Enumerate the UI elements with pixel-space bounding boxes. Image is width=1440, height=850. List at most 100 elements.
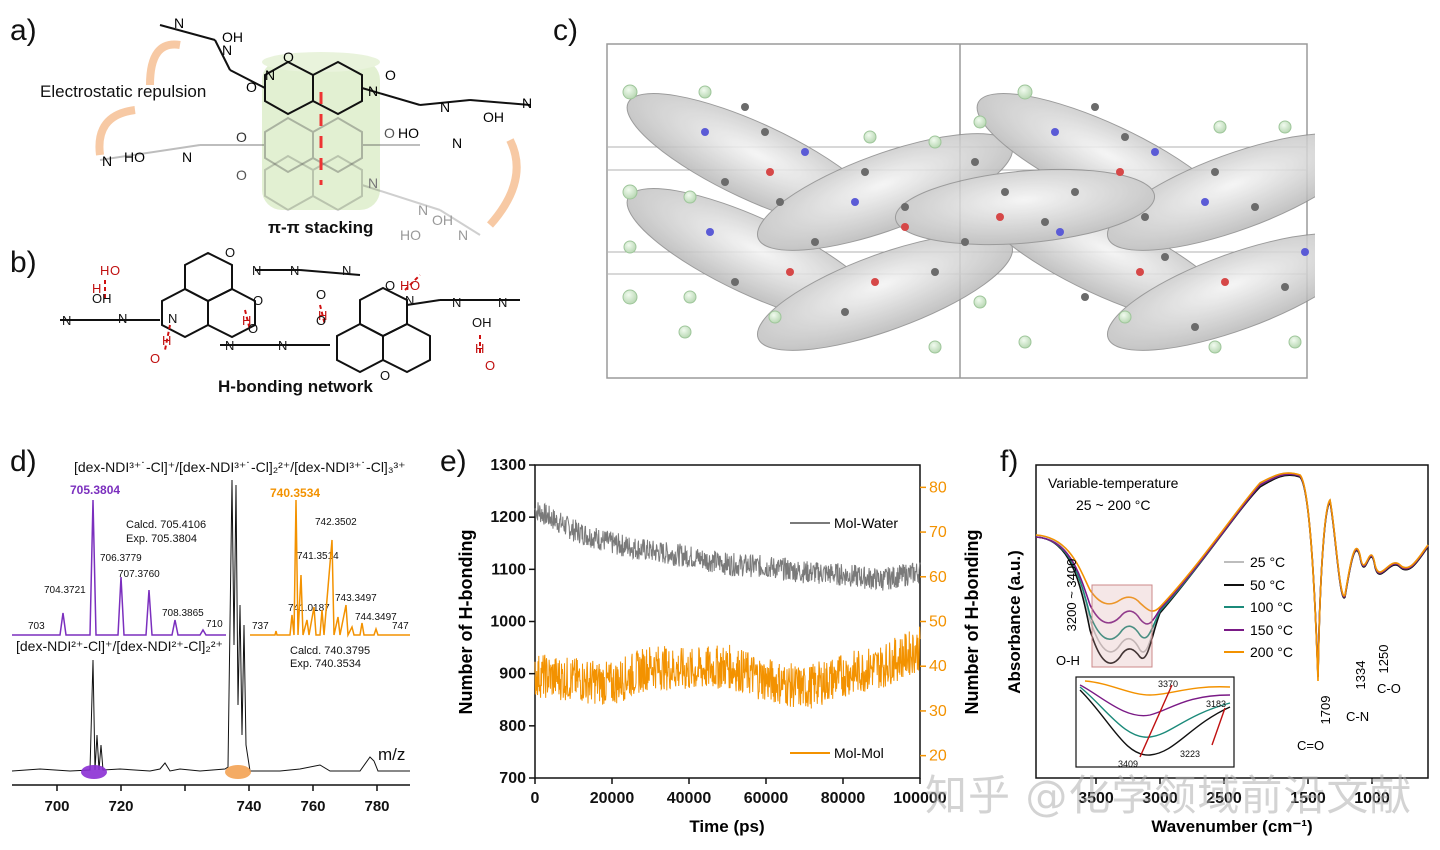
- svg-text:3500: 3500: [1078, 790, 1114, 807]
- svg-text:O: O: [316, 313, 326, 328]
- svg-text:H: H: [318, 308, 327, 323]
- panel-c: [605, 42, 1364, 382]
- ms-bottom-label: [dex-NDI²⁺-Cl]⁺/[dex-NDI²⁺-Cl]₂²⁺: [16, 638, 223, 654]
- svg-text:N: N: [342, 263, 351, 278]
- atom-n-r2: N: [522, 95, 532, 111]
- panel-b: H O H H O H H H O H O N OH N N O O N N N…: [0, 245, 550, 405]
- main-spectrum: [11, 479, 410, 772]
- svg-text:H: H: [162, 333, 171, 348]
- panel-e-letter: e): [440, 445, 467, 478]
- ir-y-label: Absorbance (a.u.): [1005, 550, 1024, 694]
- inset-left-calcd: Calcd. 705.4106: [126, 519, 207, 531]
- inset-right-peak-737: 737: [252, 621, 269, 632]
- md-x-tick-label: 80000: [821, 790, 866, 807]
- inset-left-peak-706: 706.3779: [100, 553, 142, 564]
- atoms-nitrogen: [701, 128, 1309, 256]
- ir-x-tick-labels: 3500 3000 2500 1500 1000: [1078, 790, 1390, 807]
- stacking-column-top: [262, 52, 380, 72]
- md-x-tick-label: 0: [531, 790, 540, 807]
- inset-left-peak-704: 704.3721: [44, 585, 86, 596]
- atom-oh-r: OH: [483, 109, 504, 125]
- ir-curves: [1035, 472, 1429, 682]
- atom-n-r1: N: [440, 99, 450, 115]
- ir-legend-200: 200 °C: [1250, 644, 1293, 660]
- md-x-tick-label: 100000: [893, 790, 946, 807]
- md-y2-tick-label: 40: [929, 658, 947, 675]
- atom-o-top: O: [283, 49, 294, 65]
- md-series-mol-water: [534, 502, 921, 591]
- svg-text:1500: 1500: [1290, 790, 1326, 807]
- panel-e: 700 800 900 1000 1100 1200 1300 20 30 40 50 60 70 80…: [440, 445, 995, 845]
- md-series-mol-mol: [534, 626, 921, 709]
- atom-n-top-1: N: [174, 15, 184, 31]
- md-y2-tick-label: 50: [929, 614, 947, 631]
- ir-oh-label: O-H: [1056, 653, 1080, 668]
- svg-text:N: N: [168, 311, 177, 326]
- atom-oh-top: OH: [222, 29, 243, 45]
- atom-n-l2: N: [182, 149, 192, 165]
- ir-peak-1709: 1709: [1318, 696, 1333, 725]
- panel-a-scheme: N N OH N O O O N N N OH HO N N HO N O O …: [95, 15, 532, 243]
- chloride-ions: [622, 84, 1302, 354]
- inset-left-peak-703: 703: [28, 621, 45, 632]
- panel-a-letter: a): [10, 14, 37, 47]
- ndi-right: [220, 286, 520, 374]
- ir-title-line2: 25 ~ 200 °C: [1076, 497, 1150, 513]
- svg-text:O: O: [225, 245, 235, 260]
- legend-mol-mol-label: Mol-Mol: [834, 745, 884, 761]
- ms-x-tick-labels: 700 720 740 760 780: [44, 798, 389, 815]
- md-plot-frame: [534, 464, 921, 779]
- panel-f: 3370 3183 3409 3223 25 °C 50 °C 100 °C 1…: [1000, 445, 1440, 845]
- hbond-donor-labels: H O H H O H H H O H O: [92, 263, 495, 373]
- svg-text:O: O: [253, 293, 263, 308]
- inset-right-peak-743: 743.3497: [335, 593, 377, 604]
- md-y-tick-label: 1100: [491, 561, 526, 578]
- svg-text:O: O: [316, 287, 326, 302]
- panel-f-letter: f): [1000, 445, 1019, 478]
- md-x-tick-label: 60000: [744, 790, 789, 807]
- svg-text:N: N: [290, 263, 299, 278]
- ir-plot-frame: [1035, 464, 1429, 779]
- ir-chart: 3370 3183 3409 3223 25 °C 50 °C 100 °C 1…: [1005, 464, 1429, 836]
- panel-d-letter: d): [10, 445, 37, 478]
- atom-n-r3: N: [452, 135, 462, 151]
- hbond-dashes: [104, 274, 481, 355]
- inset-left-spectrum: [12, 499, 226, 636]
- md-x-ticks: 0 20000 40000 60000 80000 100000: [531, 778, 947, 807]
- ir-x-label: Wavenumber (cm⁻¹): [1151, 817, 1312, 836]
- panel-b-letter: b): [10, 246, 37, 279]
- md-y2-tick-label: 70: [929, 524, 947, 541]
- oh-region-box: [1091, 584, 1153, 668]
- svg-text:N: N: [278, 338, 287, 353]
- ms-highlight-orange: [225, 765, 251, 779]
- svg-text:2500: 2500: [1206, 790, 1242, 807]
- md-series: [534, 502, 921, 709]
- ms-top-label: [dex-NDI³⁺˙-Cl]⁺/[dex-NDI³⁺˙-Cl]₂²⁺/[dex…: [74, 459, 406, 475]
- stacking-label: π-π stacking: [268, 218, 374, 237]
- ir-title-line1: Variable-temperature: [1048, 475, 1179, 491]
- atom-o-mid: O: [236, 129, 247, 145]
- ir-legend-25: 25 °C: [1250, 554, 1285, 570]
- atoms-oxygen: [766, 168, 1229, 286]
- atom-o-left: O: [246, 79, 257, 95]
- svg-text:O: O: [150, 351, 160, 366]
- ir-peak-1334: 1334: [1353, 661, 1368, 690]
- molecule-ellipsoids: [626, 93, 1364, 351]
- inset-left-exp: Exp. 705.3804: [126, 533, 197, 545]
- ms-highlight-purple: [81, 765, 107, 779]
- md-y2-ticks: 20 30 40 50 60 70 80: [920, 479, 947, 765]
- atom-n-lr3: N: [458, 227, 468, 243]
- md-x-label: Time (ps): [689, 817, 764, 836]
- atom-n-top-2: N: [222, 42, 232, 58]
- top-ndi: [159, 24, 531, 116]
- atom-n-lr2: N: [418, 202, 428, 218]
- atom-o-right: O: [385, 67, 396, 83]
- svg-text:3000: 3000: [1142, 790, 1178, 807]
- crystal-packing-image: [606, 43, 1364, 379]
- svg-text:OH: OH: [92, 291, 112, 306]
- arrow-right: [486, 138, 521, 228]
- svg-text:1000: 1000: [1354, 790, 1390, 807]
- inset-left-main-peak: 705.3804: [70, 483, 121, 497]
- arrow-top-left: [146, 40, 181, 86]
